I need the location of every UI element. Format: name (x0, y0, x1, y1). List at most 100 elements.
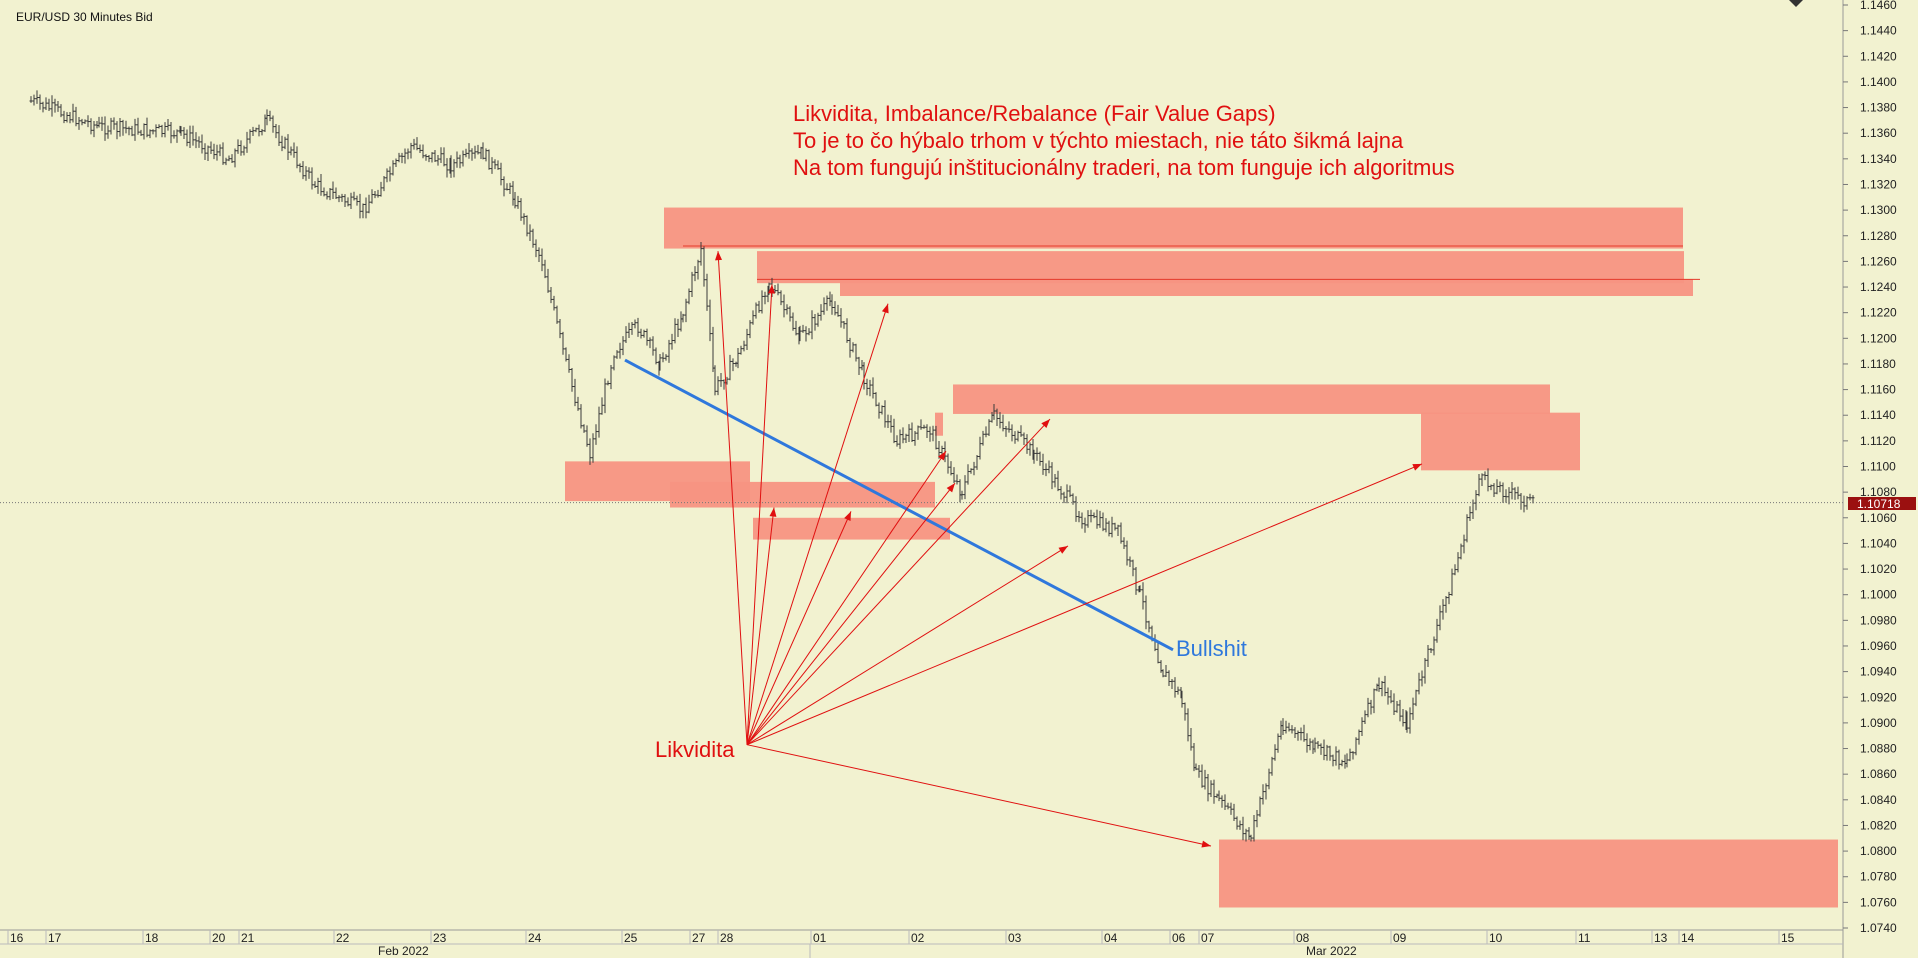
y-tick-label: 1.0940 (1860, 665, 1897, 679)
liquidity-arrow (746, 450, 947, 745)
y-tick-label: 1.0780 (1860, 870, 1897, 884)
x-tick-label: 23 (433, 931, 447, 945)
y-tick-label: 1.0920 (1860, 690, 1897, 704)
x-tick-label: 13 (1654, 931, 1668, 945)
y-tick-label: 1.0960 (1860, 639, 1897, 653)
liquidity-arrow (746, 284, 773, 745)
y-tick-label: 1.1240 (1860, 280, 1897, 294)
liquidity-arrowhead (768, 284, 776, 294)
liquidity-arrow (746, 303, 889, 745)
fvg-zone (935, 412, 943, 436)
y-tick-label: 1.1360 (1860, 126, 1897, 140)
y-tick-label: 1.1460 (1860, 0, 1897, 12)
x-tick-label: 10 (1489, 931, 1503, 945)
liquidity-arrow (746, 418, 1051, 746)
fvg-zone (953, 384, 1550, 414)
current-price-tag (1848, 497, 1916, 510)
symbol-label: EUR/USD 30 Minutes Bid (16, 10, 153, 24)
liquidity-arrow (746, 507, 775, 745)
x-tick-label: 24 (528, 931, 542, 945)
y-tick-label: 1.1160 (1860, 383, 1896, 397)
y-tick-label: 1.1320 (1860, 177, 1897, 191)
liquidity-arrowhead (881, 303, 889, 314)
annotation-lines (0, 251, 1843, 848)
x-month-label: Feb 2022 (378, 944, 429, 958)
y-tick-label: 1.1260 (1860, 254, 1897, 268)
headline-line-3: Na tom fungujú inštitucionálny traderi, … (793, 155, 1455, 180)
y-tick-label: 1.1020 (1860, 562, 1897, 576)
liquidity-arrow (746, 482, 956, 745)
fvg-zone (664, 207, 1683, 249)
headline-line-1: Likvidita, Imbalance/Rebalance (Fair Val… (793, 101, 1276, 126)
y-tick-label: 1.1200 (1860, 331, 1897, 345)
liquidity-arrowhead (844, 511, 851, 522)
x-tick-label: 09 (1393, 931, 1407, 945)
y-tick-label: 1.1140 (1860, 408, 1896, 422)
y-tick-label: 1.0880 (1860, 742, 1897, 756)
y-tick-label: 1.0800 (1860, 844, 1897, 858)
y-tick-label: 1.0980 (1860, 613, 1897, 627)
candlestick-series (29, 90, 1535, 842)
liquidity-arrow (717, 251, 748, 745)
x-tick-label: 18 (145, 931, 159, 945)
x-tick-label: 02 (911, 931, 925, 945)
x-tick-label: 20 (212, 931, 226, 945)
annotation-texts: EUR/USD 30 Minutes Bid Likvidita, Imbala… (16, 10, 1455, 762)
x-tick-label: 07 (1201, 931, 1215, 945)
liquidity-arrowhead (1058, 545, 1068, 554)
x-tick-label: 22 (336, 931, 350, 945)
liquidity-arrowhead (1412, 463, 1422, 471)
x-tick-label: 03 (1008, 931, 1022, 945)
liquidity-arrowhead (769, 507, 777, 517)
x-tick-label: 04 (1104, 931, 1118, 945)
x-tick-label: 27 (692, 931, 706, 945)
y-tick-label: 1.1180 (1860, 357, 1896, 371)
x-tick-label: 06 (1172, 931, 1186, 945)
fvg-zone (840, 279, 1693, 297)
x-tick-label: 21 (241, 931, 255, 945)
liquidity-arrowhead (1201, 840, 1211, 848)
y-tick-label: 1.0820 (1860, 818, 1897, 832)
trendline (624, 358, 1174, 652)
liquidity-arrow (746, 744, 1212, 847)
fvg-zone (753, 517, 950, 540)
y-tick-label: 1.1100 (1860, 460, 1896, 474)
x-tick-label: 11 (1578, 931, 1591, 945)
liquidity-arrow (746, 463, 1423, 746)
x-tick-label: 16 (10, 931, 24, 945)
y-tick-label: 1.1300 (1860, 203, 1897, 217)
x-month-label: Mar 2022 (1306, 944, 1357, 958)
current-price-marker: 1.10718 (1848, 497, 1916, 511)
y-tick-label: 1.1220 (1860, 306, 1897, 320)
y-tick-label: 1.0840 (1860, 793, 1897, 807)
headline-line-2: To je to čo hýbalo trhom v týchto miesta… (793, 128, 1404, 153)
liquidity-arrowhead (715, 251, 723, 261)
liquidity-arrowhead (1041, 419, 1050, 429)
liquidity-arrow (746, 511, 852, 745)
y-tick-label: 1.0860 (1860, 767, 1897, 781)
y-tick-label: 1.1000 (1860, 588, 1897, 602)
liquidity-arrowhead (938, 451, 946, 461)
x-tick-label: 17 (48, 931, 62, 945)
fvg-zone (757, 251, 1684, 284)
y-tick-label: 1.0740 (1860, 921, 1897, 935)
y-tick-label: 1.1080 (1860, 485, 1897, 499)
fvg-zone (1219, 839, 1838, 908)
scroll-marker-icon[interactable] (1789, 0, 1803, 7)
y-tick-label: 1.1340 (1860, 152, 1897, 166)
trendline-label: Bullshit (1176, 636, 1247, 661)
fair-value-gap-zones (565, 207, 1838, 908)
y-tick-label: 1.1280 (1860, 229, 1897, 243)
x-tick-label: 14 (1681, 931, 1695, 945)
x-tick-label: 28 (720, 931, 734, 945)
y-tick-label: 1.0900 (1860, 716, 1897, 730)
x-tick-label: 01 (813, 931, 827, 945)
y-tick-label: 1.1120 (1860, 434, 1896, 448)
liquidity-label: Likvidita (655, 737, 735, 762)
fvg-zone (1421, 412, 1580, 471)
y-tick-label: 1.1440 (1860, 24, 1897, 38)
